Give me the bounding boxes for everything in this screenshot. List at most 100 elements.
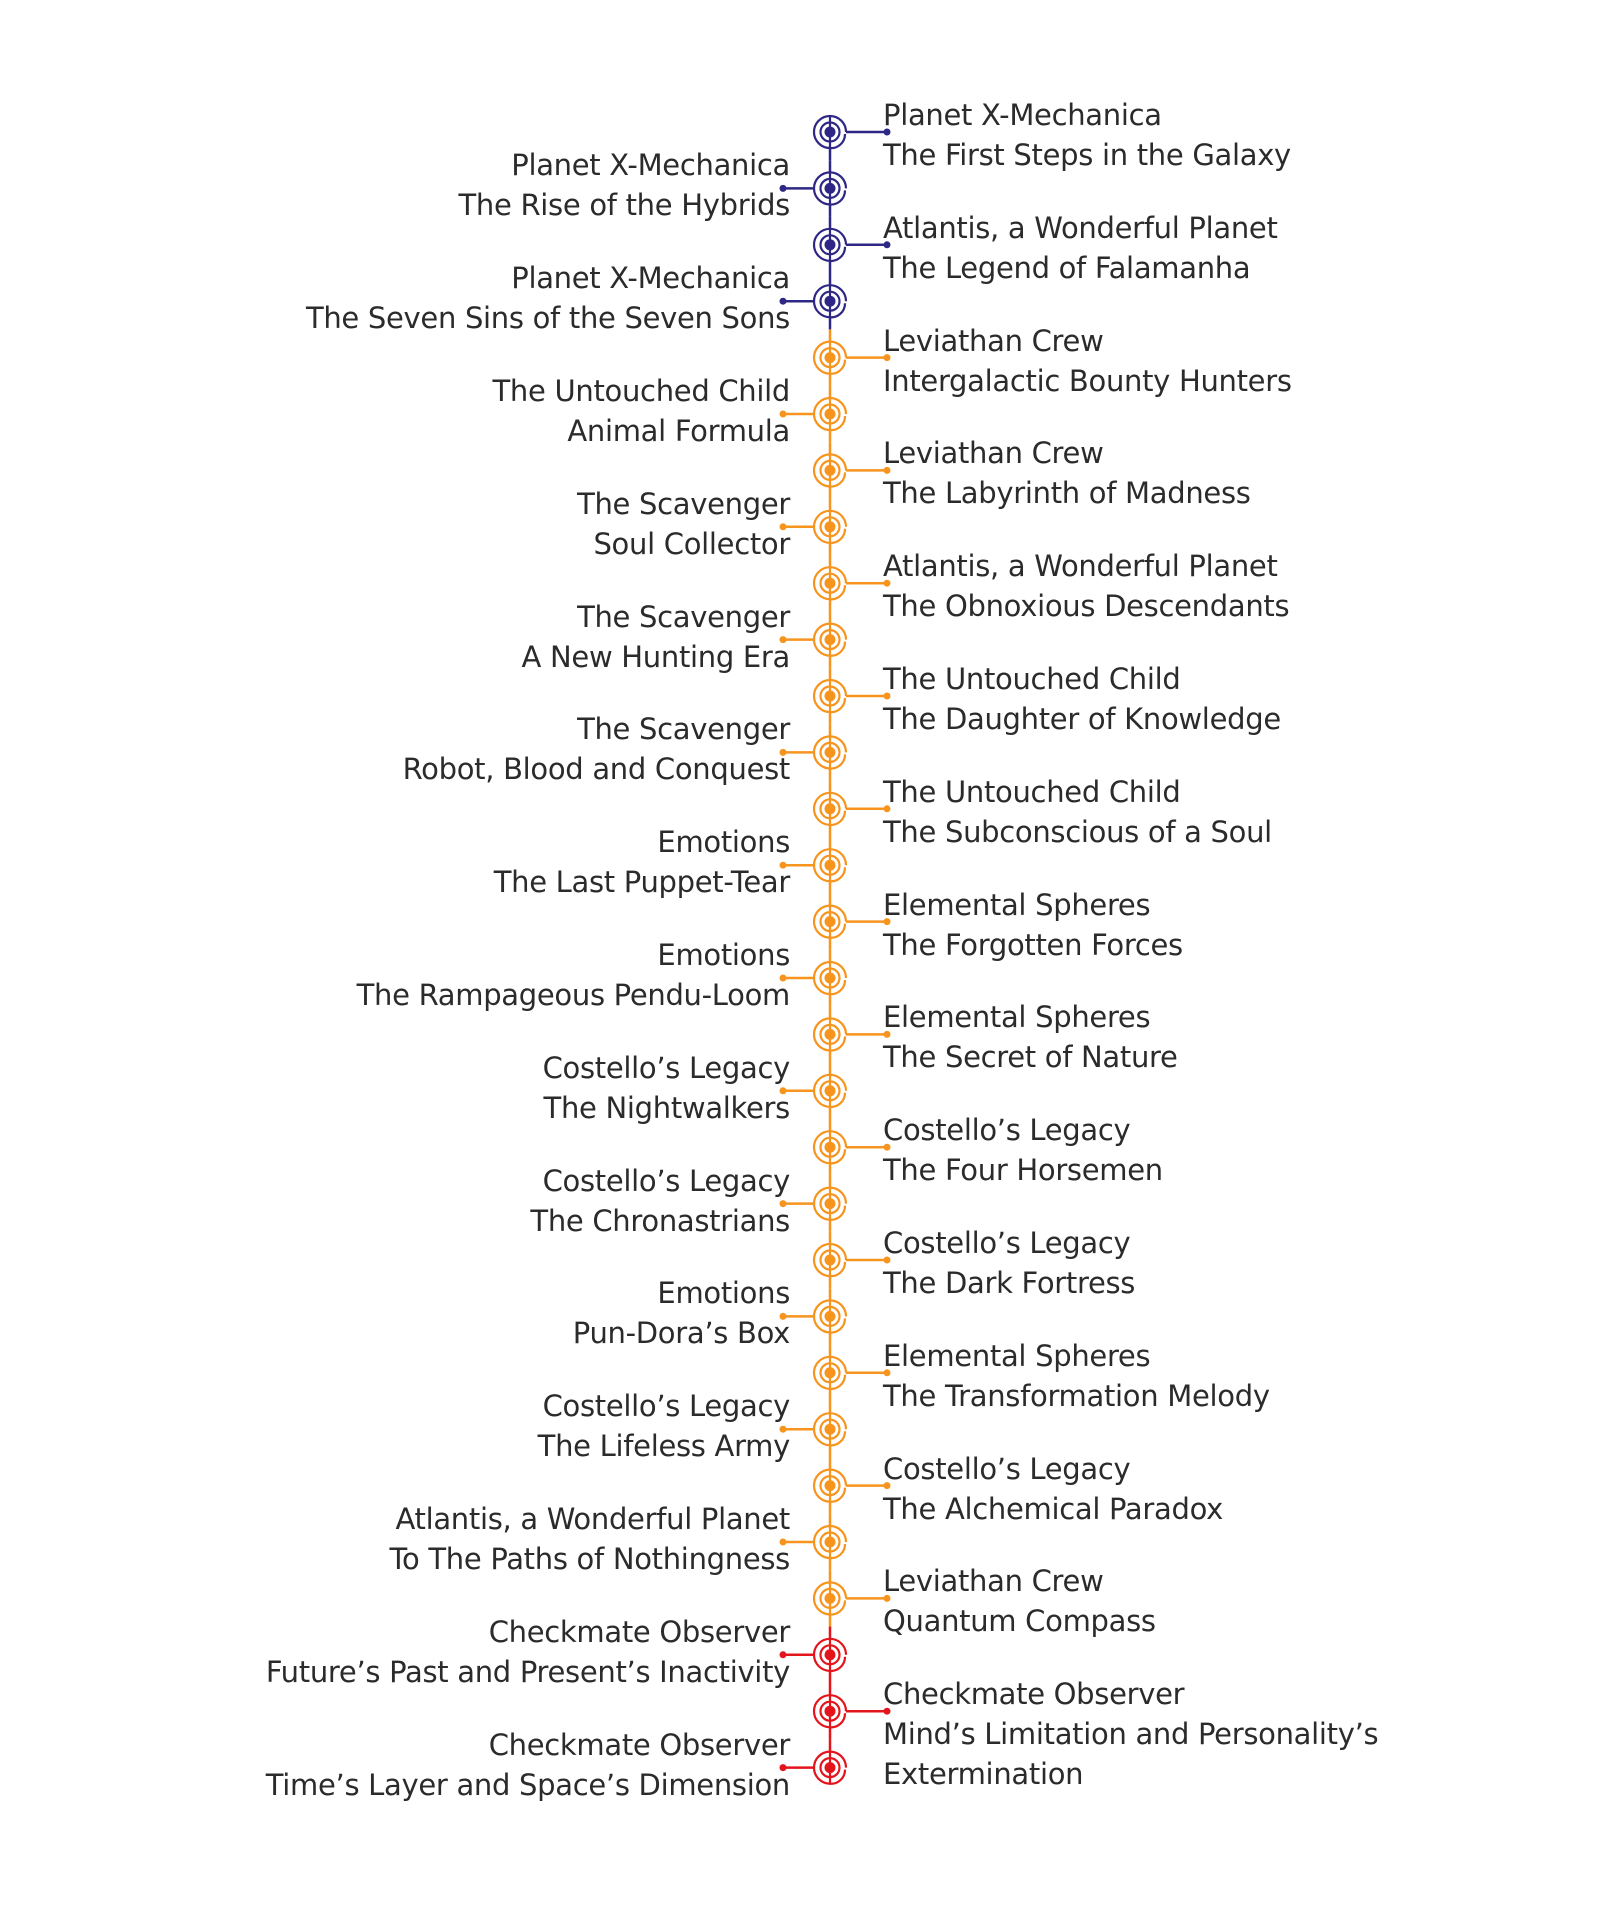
node-spiral-icon xyxy=(812,1750,848,1785)
timeline-label: Atlantis, a Wonderful Planet The Legend o… xyxy=(883,208,1278,288)
timeline-label: Planet X-Mechanica The Rise of the Hybrid… xyxy=(459,145,791,225)
node-spiral-icon xyxy=(812,227,848,263)
node-spiral-icon xyxy=(812,1412,848,1447)
node-spiral-icon xyxy=(812,171,848,206)
node-spiral-icon xyxy=(812,678,848,714)
episode-title: The Daughter of Knowledge xyxy=(883,702,1281,736)
timeline-label: The Scavenger A New Hunting Era xyxy=(521,597,791,677)
series-name: The Scavenger xyxy=(577,599,790,634)
node-spiral-icon xyxy=(812,114,848,150)
node-spiral-icon xyxy=(812,340,848,375)
timeline-label: Leviathan Crew Intergalactic Bounty Hunte… xyxy=(883,321,1292,401)
series-name: Atlantis, a Wonderful Planet xyxy=(883,210,1278,245)
episode-title: The Forgotten Forces xyxy=(883,927,1183,962)
connector-end-dot-icon xyxy=(779,1200,787,1208)
connector-end-dot-icon xyxy=(883,692,891,700)
series-name: Emotions xyxy=(657,938,790,972)
timeline-label: The Untouched Child Animal Formula xyxy=(493,371,791,451)
timeline-label: Emotions The Last Puppet-Tear xyxy=(493,822,791,902)
series-name: Elemental Spheres xyxy=(883,887,1151,922)
episode-title: Soul Collector xyxy=(593,526,790,561)
timeline-label: Emotions Pun-Dora’s Box xyxy=(572,1273,791,1353)
connector-end-dot-icon xyxy=(883,1707,891,1715)
node-spiral-icon xyxy=(812,509,848,545)
series-name: Leviathan Crew xyxy=(883,323,1104,358)
timeline-label: Costello’s Legacy The Nightwalkers xyxy=(543,1048,791,1128)
episode-title: The Nightwalkers xyxy=(543,1090,791,1125)
timeline-label: Costello’s Legacy The Chronastrians xyxy=(530,1161,790,1241)
node-spiral-icon xyxy=(812,622,848,657)
node-spiral-icon xyxy=(812,284,848,319)
episode-title: The Alchemical Paradox xyxy=(883,1491,1223,1526)
connector-end-dot-icon xyxy=(779,297,787,305)
connector-end-dot-icon xyxy=(779,410,787,418)
connector-end-dot-icon xyxy=(779,1538,787,1546)
connector-end-dot-icon xyxy=(883,1256,891,1264)
timeline-label: Elemental Spheres The Forgotten Forces xyxy=(883,885,1183,965)
connector-end-dot-icon xyxy=(779,974,787,982)
connector-end-dot-icon xyxy=(779,523,787,531)
episode-title: Time’s Layer and Space’s Dimension xyxy=(265,1767,791,1802)
series-name: The Untouched Child xyxy=(883,662,1181,696)
node-spiral-icon xyxy=(812,1299,848,1334)
series-name: Checkmate Observer xyxy=(488,1727,791,1762)
connector-end-dot-icon xyxy=(883,805,891,813)
connector-end-dot-icon xyxy=(883,128,891,136)
series-name: Planet X-Mechanica xyxy=(511,148,790,183)
series-name: Emotions xyxy=(657,1276,790,1311)
episode-title: A New Hunting Era xyxy=(521,639,791,674)
series-name: The Untouched Child xyxy=(883,774,1181,809)
connector-end-dot-icon xyxy=(779,1651,787,1659)
node-spiral-icon xyxy=(812,1694,848,1729)
timeline-label: Elemental Spheres The Secret of Nature xyxy=(883,997,1178,1077)
series-name: Elemental Spheres xyxy=(883,1338,1151,1373)
episode-title: The Lifeless Army xyxy=(537,1429,791,1464)
connector-end-dot-icon xyxy=(779,184,787,192)
timeline-label: Costello’s Legacy The Lifeless Army xyxy=(537,1386,791,1466)
connector-end-dot-icon xyxy=(883,918,891,926)
timeline-label: Checkmate Observer Future’s Past and Pres… xyxy=(266,1612,790,1692)
series-name: Leviathan Crew xyxy=(883,1564,1104,1599)
node-spiral-icon xyxy=(812,1468,848,1503)
connector-end-dot-icon xyxy=(883,1482,891,1490)
series-name: Costello’s Legacy xyxy=(883,1451,1131,1486)
node-spiral-icon xyxy=(812,904,848,939)
connector-end-dot-icon xyxy=(883,1594,891,1602)
episode-title: Intergalactic Bounty Hunters xyxy=(883,363,1292,398)
episode-title: Pun-Dora’s Box xyxy=(572,1316,791,1351)
timeline-label: The Scavenger Robot, Blood and Conquest xyxy=(402,709,791,789)
series-name: Costello’s Legacy xyxy=(883,1226,1131,1260)
episode-title: The Last Puppet-Tear xyxy=(493,865,791,900)
series-name: Checkmate Observer xyxy=(883,1677,1185,1712)
series-name: Atlantis, a Wonderful Planet xyxy=(883,549,1278,584)
timeline-label: Costello’s Legacy The Four Horsemen xyxy=(883,1110,1163,1190)
node-spiral-icon xyxy=(812,848,848,883)
episode-title: The Secret of Nature xyxy=(883,1040,1178,1075)
connector-end-dot-icon xyxy=(883,1369,891,1377)
episode-title: Extermination xyxy=(883,1757,1084,1792)
timeline-label: Planet X-Mechanica The First Steps in the… xyxy=(883,95,1291,175)
node-spiral-icon xyxy=(812,1524,848,1560)
series-name: Costello’s Legacy xyxy=(542,1389,791,1424)
episode-title: The Dark Fortress xyxy=(883,1266,1136,1300)
series-name: Elemental Spheres xyxy=(883,1000,1151,1035)
episode-title: The Chronastrians xyxy=(530,1203,790,1238)
timeline-label: Planet X-Mechanica The Seven Sins of the … xyxy=(306,258,790,338)
connector-end-dot-icon xyxy=(779,861,787,869)
series-name: The Untouched Child xyxy=(492,374,791,408)
episode-title: Robot, Blood and Conquest xyxy=(402,752,791,787)
connector-end-dot-icon xyxy=(779,1764,787,1772)
connector-end-dot-icon xyxy=(883,354,891,362)
timeline-label: Elemental Spheres The Transformation Melo… xyxy=(883,1336,1270,1416)
episode-title: The Four Horsemen xyxy=(883,1153,1163,1188)
timeline-label: The Untouched Child The Daughter of Knowl… xyxy=(883,659,1281,739)
node-spiral-icon xyxy=(812,960,848,996)
episode-title: The Subconscious of a Soul xyxy=(883,814,1272,849)
timeline-label: Atlantis, a Wonderful Planet To The Paths… xyxy=(390,1499,791,1579)
series-name: Emotions xyxy=(657,825,790,860)
episode-title: The Legend of Falamanha xyxy=(883,250,1251,285)
episode-title: Animal Formula xyxy=(567,414,790,448)
node-spiral-icon xyxy=(812,1581,848,1616)
